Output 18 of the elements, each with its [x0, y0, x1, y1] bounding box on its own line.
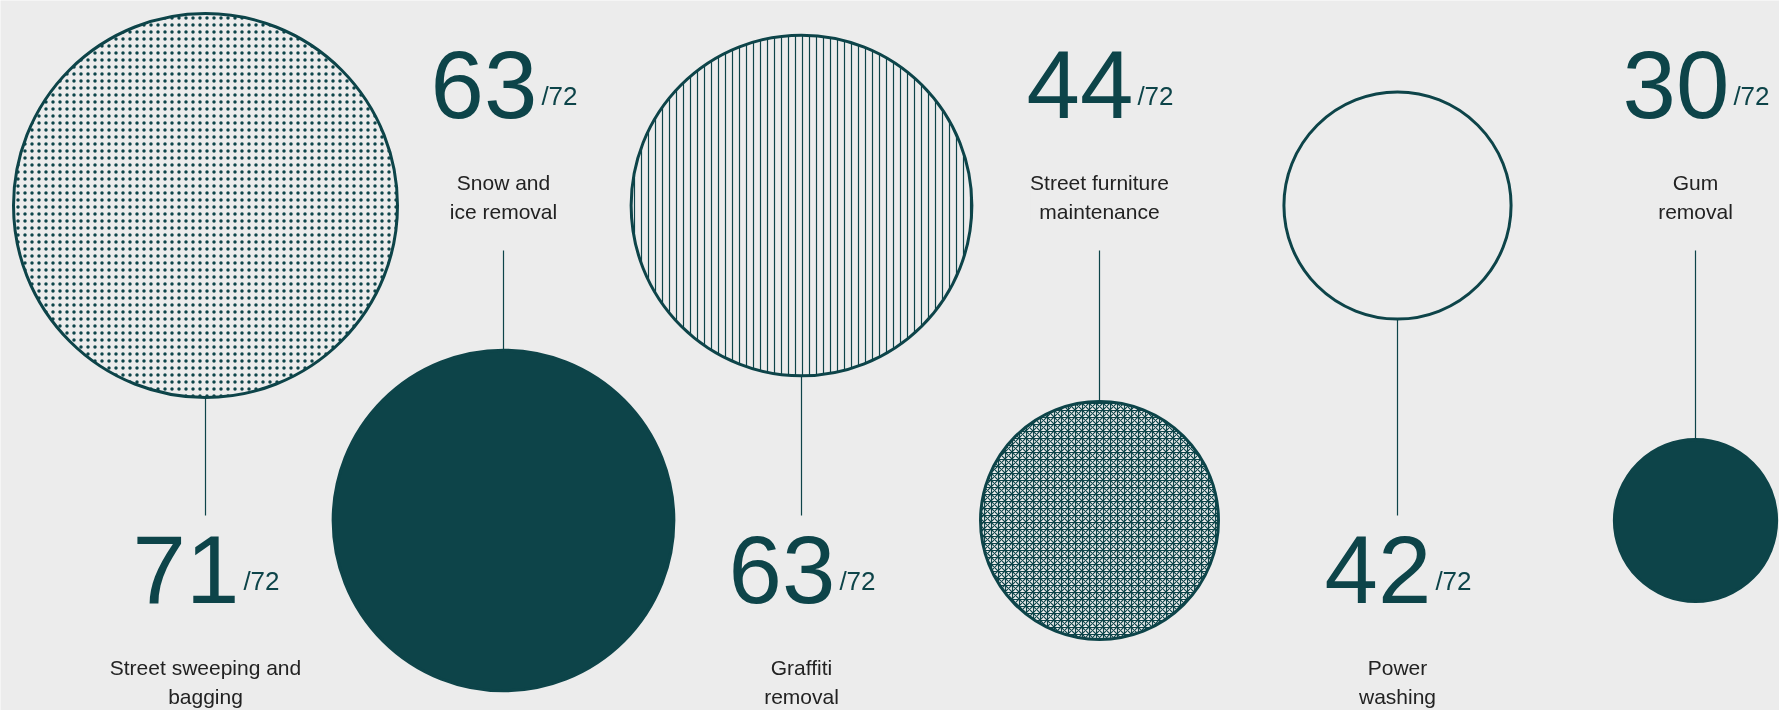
text: /72: [1733, 80, 1770, 111]
category-label: Graffiti removal: [764, 655, 839, 709]
category-label: Street sweeping and bagging: [109, 655, 302, 709]
data-label: 63: [728, 515, 836, 623]
text: /72: [839, 565, 876, 596]
category-label: Street furniture maintenance: [1030, 170, 1169, 224]
data-label: 42: [1324, 515, 1432, 623]
data-label: 71: [132, 515, 240, 623]
text: /72: [243, 565, 280, 596]
category-label: Snow and ice removal: [449, 170, 558, 224]
data-label: 63: [430, 30, 538, 138]
text: /72: [1137, 80, 1174, 111]
category-label: Power washing: [1357, 655, 1437, 709]
text: /72: [541, 80, 578, 111]
category-label: Gum removal: [1658, 170, 1733, 224]
data-label: 30: [1622, 30, 1730, 138]
text: /72: [1435, 565, 1472, 596]
data-label: 44: [1026, 30, 1134, 138]
